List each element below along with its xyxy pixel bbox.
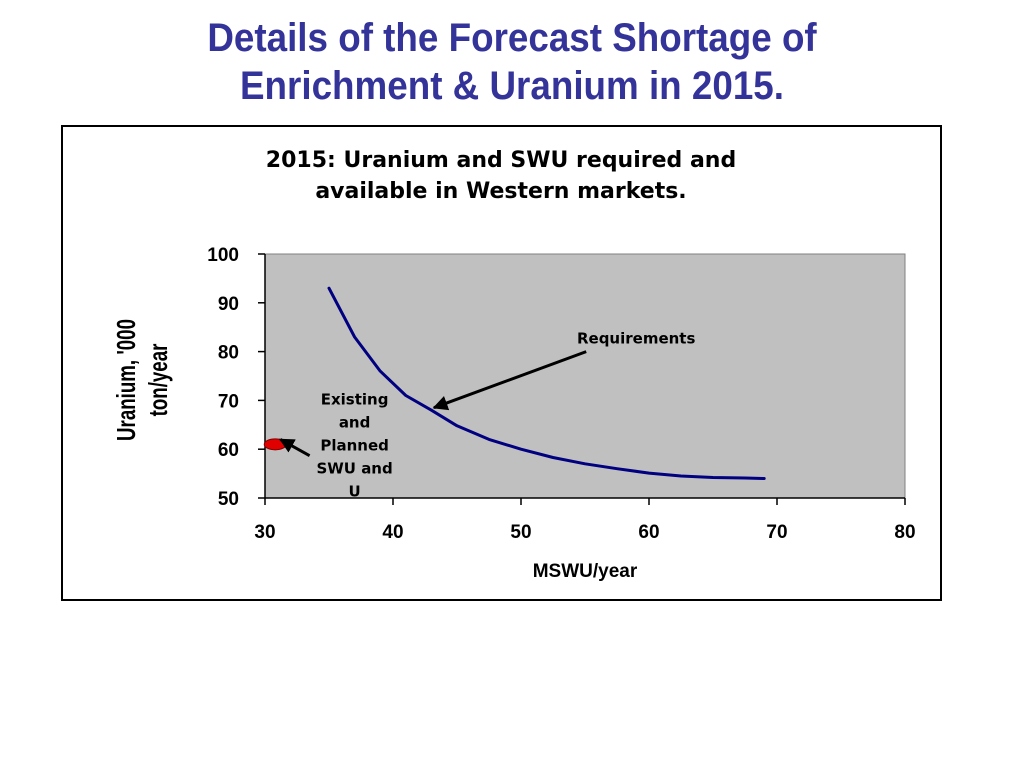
annotation-arrow-1 [432, 350, 587, 411]
series-line-1 [327, 286, 766, 480]
chart-svg: 2015: Uranium and SWU required and availa… [111, 148, 916, 582]
y-tick-label: 90 [218, 294, 239, 315]
y-tick-label: 100 [207, 245, 239, 266]
x-tick-label: 40 [382, 522, 403, 543]
annotation-2-line-4: SWU and [316, 460, 392, 478]
annotation-1-line-1: Requirements [577, 330, 696, 348]
chart-frame: 2015: Uranium and SWU required and availa… [61, 125, 942, 601]
slide-title-line-1: Details of the Forecast Shortage of [207, 16, 817, 60]
y-axis-label-line-2: ton/year [143, 343, 173, 416]
x-tick-label: 70 [766, 522, 787, 543]
slide-title-line-2: Enrichment & Uranium in 2015. [240, 64, 784, 108]
x-tick-label: 30 [254, 522, 275, 543]
y-tick-label: 80 [218, 343, 239, 364]
x-tick-label: 80 [894, 522, 915, 543]
y-axis-label-line-1: Uranium, '000 [111, 319, 141, 441]
chart-title-line-1: 2015: Uranium and SWU required and [266, 148, 736, 173]
annotation-2-line-2: and [339, 414, 371, 432]
y-tick-label: 70 [218, 391, 239, 412]
slide-title: Details of the Forecast Shortage of Enri… [41, 14, 983, 110]
y-axis-label: Uranium, '000ton/year [111, 319, 173, 441]
plot-area [264, 253, 906, 499]
annotation-2-line-3: Planned [320, 437, 389, 455]
y-tick-label: 50 [218, 489, 239, 510]
chart-title-line-2: available in Western markets. [315, 179, 686, 204]
annotation-arrow-2 [279, 438, 311, 457]
annotation-2-line-1: Existing [321, 391, 389, 409]
x-tick-label: 60 [638, 522, 659, 543]
x-tick-label: 50 [510, 522, 531, 543]
annotation-2-line-5: U [349, 483, 361, 501]
x-axis-label: MSWU/year [533, 561, 638, 582]
y-tick-label: 60 [218, 440, 239, 461]
